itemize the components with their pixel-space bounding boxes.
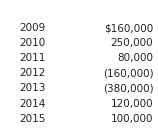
- Text: 2012: 2012: [19, 68, 45, 78]
- Text: 120,000: 120,000: [111, 99, 153, 109]
- Text: (160,000): (160,000): [103, 68, 153, 78]
- Text: 80,000: 80,000: [117, 53, 153, 63]
- Text: 2014: 2014: [19, 99, 45, 109]
- Text: 100,000: 100,000: [111, 114, 153, 124]
- Text: 2009: 2009: [19, 23, 45, 33]
- Text: (380,000): (380,000): [103, 83, 153, 93]
- Text: 2011: 2011: [19, 53, 45, 63]
- Text: 2013: 2013: [19, 83, 45, 93]
- Text: 2010: 2010: [19, 38, 45, 48]
- Text: $160,000: $160,000: [104, 23, 153, 33]
- Text: 2015: 2015: [19, 114, 45, 124]
- Text: 250,000: 250,000: [111, 38, 153, 48]
